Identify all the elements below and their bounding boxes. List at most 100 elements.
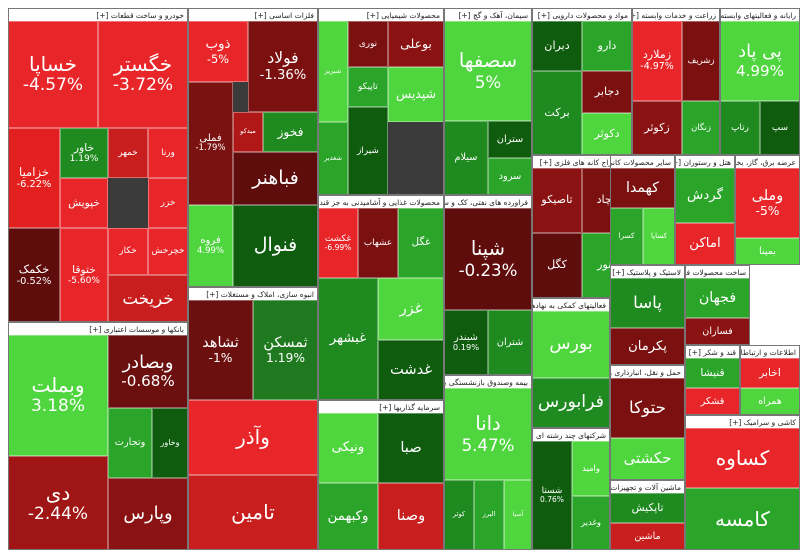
stock-tile[interactable]: خکار [108,228,148,275]
sector-title[interactable]: انبوه سازی، املاک و مستغلات [+] [189,288,317,301]
stock-tile[interactable]: دجابر [582,71,631,113]
stock-tile[interactable]: پاسا [611,278,684,328]
stock-tile[interactable]: سپ [760,101,799,154]
stock-tile[interactable]: آسیا [504,480,531,549]
stock-tile[interactable]: وصنا [378,483,443,549]
sector-title[interactable]: ماشین آلات و تجهیزات [+] [611,481,684,494]
stock-tile[interactable]: کساپا [643,208,674,264]
stock-tile[interactable]: دیران [533,21,582,71]
stock-tile[interactable]: کوثر [445,480,474,549]
stock-tile[interactable]: شیراز [348,107,388,194]
stock-tile[interactable]: خزر [148,178,187,228]
stock-tile[interactable]: قنیشا [686,358,739,388]
sector-title[interactable]: ساخت محصولات فلزی [+] [686,266,749,279]
stock-tile[interactable]: سرود [488,158,531,194]
stock-tile[interactable]: برکت [533,71,582,154]
stock-tile[interactable]: ورنا [148,128,187,178]
sector-title[interactable]: قند و شکر [+] [686,346,739,359]
sector-title[interactable]: خودرو و ساخت قطعات [+] [9,9,187,22]
stock-tile[interactable]: ماشین [611,523,684,549]
sector-title[interactable]: شرکتهای چند رشته ای صنعتی [+] [533,429,609,442]
stock-tile[interactable]: تاپکیش [611,493,684,523]
stock-tile[interactable]: صبا [378,413,443,483]
stock-tile[interactable]: فملی -1.79% [189,82,233,205]
stock-tile[interactable]: تاپیکو [348,67,388,107]
stock-tile[interactable]: وپارس [108,478,187,549]
stock-tile[interactable]: ونیکی [319,413,378,483]
stock-tile[interactable]: زشریف [682,21,719,101]
stock-tile[interactable]: اخابر [741,358,799,388]
stock-tile[interactable]: وبملت 3.18% [9,335,108,456]
stock-tile[interactable]: غبشهر [319,278,378,399]
stock-tile[interactable]: گردش [676,168,734,223]
stock-tile[interactable]: میدکو [233,112,263,152]
stock-tile[interactable]: فولاد -1.36% [248,21,317,112]
stock-tile[interactable]: وتجارت [108,408,152,478]
stock-tile[interactable]: خاور 1.19% [60,128,108,178]
stock-tile[interactable]: بمپنا [736,238,799,264]
stock-tile[interactable]: تامین [189,475,317,549]
stock-tile[interactable]: غدشت [378,340,443,399]
stock-tile[interactable]: دارو [582,21,631,71]
stock-tile[interactable]: سصفها 5% [445,21,531,121]
stock-tile[interactable]: وغدیر [572,496,609,549]
stock-tile[interactable]: وبصادر -0.68% [108,335,187,408]
stock-tile[interactable]: خزامیا -6.22% [9,128,60,228]
stock-tile[interactable]: حتوکا [611,378,684,438]
sector-title[interactable]: هتل و رستوران [+] [676,156,734,169]
stock-tile[interactable]: ذوب -5% [189,21,248,82]
stock-tile[interactable]: شتران [488,310,531,374]
stock-tile[interactable]: دانا 5.47% [445,388,531,480]
stock-tile[interactable]: خگستر -3.72% [98,21,187,128]
sector-title[interactable]: لاستیک و پلاستیک [+] [611,266,684,279]
stock-tile[interactable]: خساپا -4.57% [9,21,98,128]
stock-tile[interactable]: فخوز [263,112,317,152]
stock-tile[interactable]: شپدیس [388,67,443,122]
stock-tile[interactable]: وآذر [189,400,317,475]
sector-title[interactable]: فلزات اساسی [+] [189,9,317,22]
sector-title[interactable]: سایر محصولات کانی غیرفلزی [+] [611,156,674,169]
stock-tile[interactable]: تاصیکو [533,168,582,233]
stock-tile[interactable]: حکشتی [611,438,684,479]
stock-tile[interactable]: وملی -5% [736,168,799,238]
stock-tile[interactable]: کسرا [611,208,643,264]
stock-tile[interactable]: کهمدا [611,168,674,208]
sector-title[interactable]: حمل و نقل، انبارداری و ارتباطات [+] [611,366,684,379]
sector-title[interactable]: سرمایه گذاریها [+] [319,401,443,414]
stock-tile[interactable]: پی پاد 4.99% [721,21,799,101]
sector-title[interactable]: فعالیتهای کمکی به نهادهای مالی [+] [533,299,609,312]
stock-tile[interactable]: خمهر [108,128,148,178]
sector-title[interactable]: مواد و محصولات دارویی [+] [533,9,631,22]
stock-tile[interactable]: وخاور [152,408,187,478]
stock-tile[interactable]: شبندر 0.19% [445,310,488,374]
stock-tile[interactable]: عشهاب [358,208,398,278]
stock-tile[interactable]: خکمک -0.52% [9,228,60,321]
stock-tile[interactable]: فجهان [686,278,749,318]
stock-tile[interactable]: همراه [741,388,799,414]
sector-title[interactable]: استخراج کانه های فلزی [+] [533,156,631,169]
sector-title[interactable]: فراورده های نفتی، کک و سوخت هسته ای [+] [445,196,531,209]
sector-title[interactable]: بانکها و موسسات اعتباری [+] [9,323,187,336]
stock-tile[interactable]: ختوقا -5.60% [60,228,108,321]
stock-tile[interactable]: زکوثر [633,101,682,154]
sector-title[interactable]: عرضه برق، گاز، بخار و آب گرم [+] [736,156,799,169]
sector-title[interactable]: محصولات غذایی و آشامیدنی به جز قند و شکر… [319,196,443,209]
stock-tile[interactable]: پکرمان [611,328,684,364]
stock-tile[interactable]: اماکن [676,223,734,264]
stock-tile[interactable]: ثشاهد -1% [189,300,253,400]
sector-title[interactable]: کاشی و سرامیک [+] [686,416,799,429]
stock-tile[interactable]: فروه 4.99% [189,205,233,286]
sector-title[interactable]: سیمان، آهک و گچ [+] [445,9,531,22]
stock-tile[interactable]: شبریز [319,21,348,122]
stock-tile[interactable]: البرز [474,480,504,549]
stock-tile[interactable]: خچرخش [148,228,187,275]
stock-tile[interactable]: زملارد -4.97% [633,21,682,101]
stock-tile[interactable]: وامید [572,441,609,496]
sector-title[interactable]: رایانه و فعالیتهای وابسته به آن [+] [721,9,799,22]
stock-tile[interactable]: غزر [378,278,443,340]
stock-tile[interactable]: سیلام [445,121,488,194]
stock-tile[interactable]: شغدیر [319,122,348,194]
stock-tile[interactable]: دکوثر [582,113,631,154]
stock-tile[interactable]: دی -2.44% [9,456,108,549]
stock-tile[interactable]: خریخت [108,275,187,321]
